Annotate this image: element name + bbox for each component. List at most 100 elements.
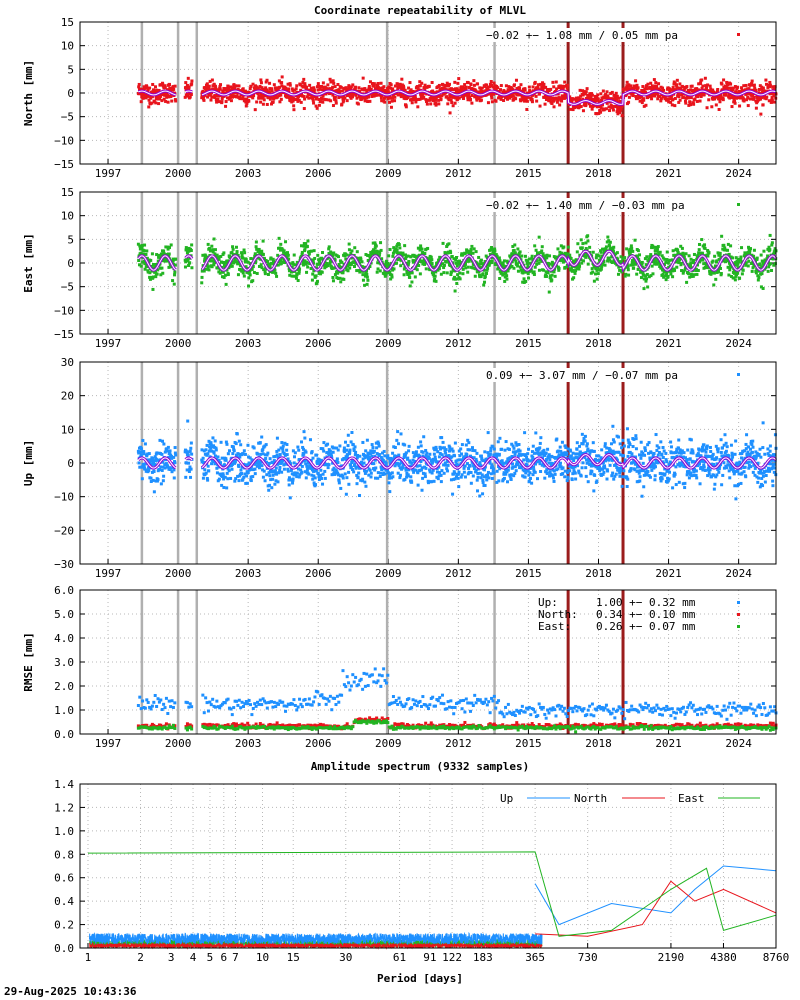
chart-title: Coordinate repeatability of MLVL [314,4,526,17]
data-point [550,101,554,105]
data-point [145,86,149,90]
data-point [245,481,249,485]
data-point [304,242,308,246]
data-point [565,86,569,90]
data-point [504,271,508,275]
data-point [279,259,283,263]
data-point [235,260,239,264]
data-point [509,255,513,259]
data-point [603,263,607,267]
data-point [739,255,743,259]
data-point [591,250,595,254]
data-point [435,94,439,98]
data-point [317,84,321,88]
data-point [213,96,217,100]
data-point [333,95,337,99]
data-point [599,249,603,253]
data-point [379,241,383,245]
data-point [202,449,206,453]
data-point [137,461,141,465]
data-point [521,89,525,93]
data-point [446,250,450,254]
data-point [418,84,422,88]
data-point [506,269,510,273]
x-tick-label: 1997 [95,337,122,350]
data-point [184,88,188,92]
data-point [295,260,299,264]
data-point [340,260,344,264]
data-point [296,95,300,99]
data-point [750,81,754,85]
data-point [233,87,237,91]
data-point [224,273,228,277]
data-point [421,92,425,96]
data-point [453,80,457,84]
data-point [673,253,677,257]
data-point [337,255,341,259]
data-point [578,97,582,101]
data-point [415,268,419,272]
data-point [264,86,268,90]
data-point [661,268,665,272]
data-point [411,89,415,93]
data-point [747,259,751,263]
data-point [671,249,675,253]
data-point [548,98,552,102]
y-tick-label: 10 [61,40,74,53]
data-point [249,475,253,479]
data-point [260,86,264,90]
data-point [147,468,151,472]
data-point [256,452,260,456]
data-point [492,81,496,85]
data-point [374,93,378,97]
data-point [360,97,364,101]
data-point [714,277,718,281]
data-point [644,263,648,267]
data-point [320,270,324,274]
data-point [397,243,401,247]
data-point [588,250,592,254]
data-point [245,97,249,101]
x-tick-label: 2018 [585,167,612,180]
data-point [674,88,678,92]
data-point [653,257,657,261]
data-point [626,265,630,269]
data-point [597,254,601,258]
data-point [696,269,700,273]
data-point [160,266,164,270]
data-point [579,258,583,262]
data-point [331,93,335,97]
data-point [469,250,473,254]
data-point [286,82,290,86]
data-point [512,97,516,101]
data-point [310,278,314,282]
data-point [357,256,361,260]
data-point [332,81,336,85]
data-point [255,464,259,468]
data-point [568,253,572,257]
data-point [226,96,230,100]
data-point [407,86,411,90]
data-point [291,261,295,265]
data-point [551,96,555,100]
data-point [608,109,612,113]
data-point [513,83,517,87]
data-point [531,85,535,89]
data-point [733,263,737,267]
data-point [687,254,691,258]
data-point [253,467,257,471]
data-point [566,245,570,249]
data-point [200,458,204,462]
data-point [433,274,437,278]
data-point [539,251,543,255]
data-point [231,91,235,95]
data-point [230,251,234,255]
data-point [168,467,172,471]
data-point [145,256,149,260]
data-point [594,266,598,270]
data-point [211,436,215,440]
data-point [304,262,308,266]
data-point [247,99,251,103]
data-point [547,264,551,268]
data-point [448,111,452,115]
